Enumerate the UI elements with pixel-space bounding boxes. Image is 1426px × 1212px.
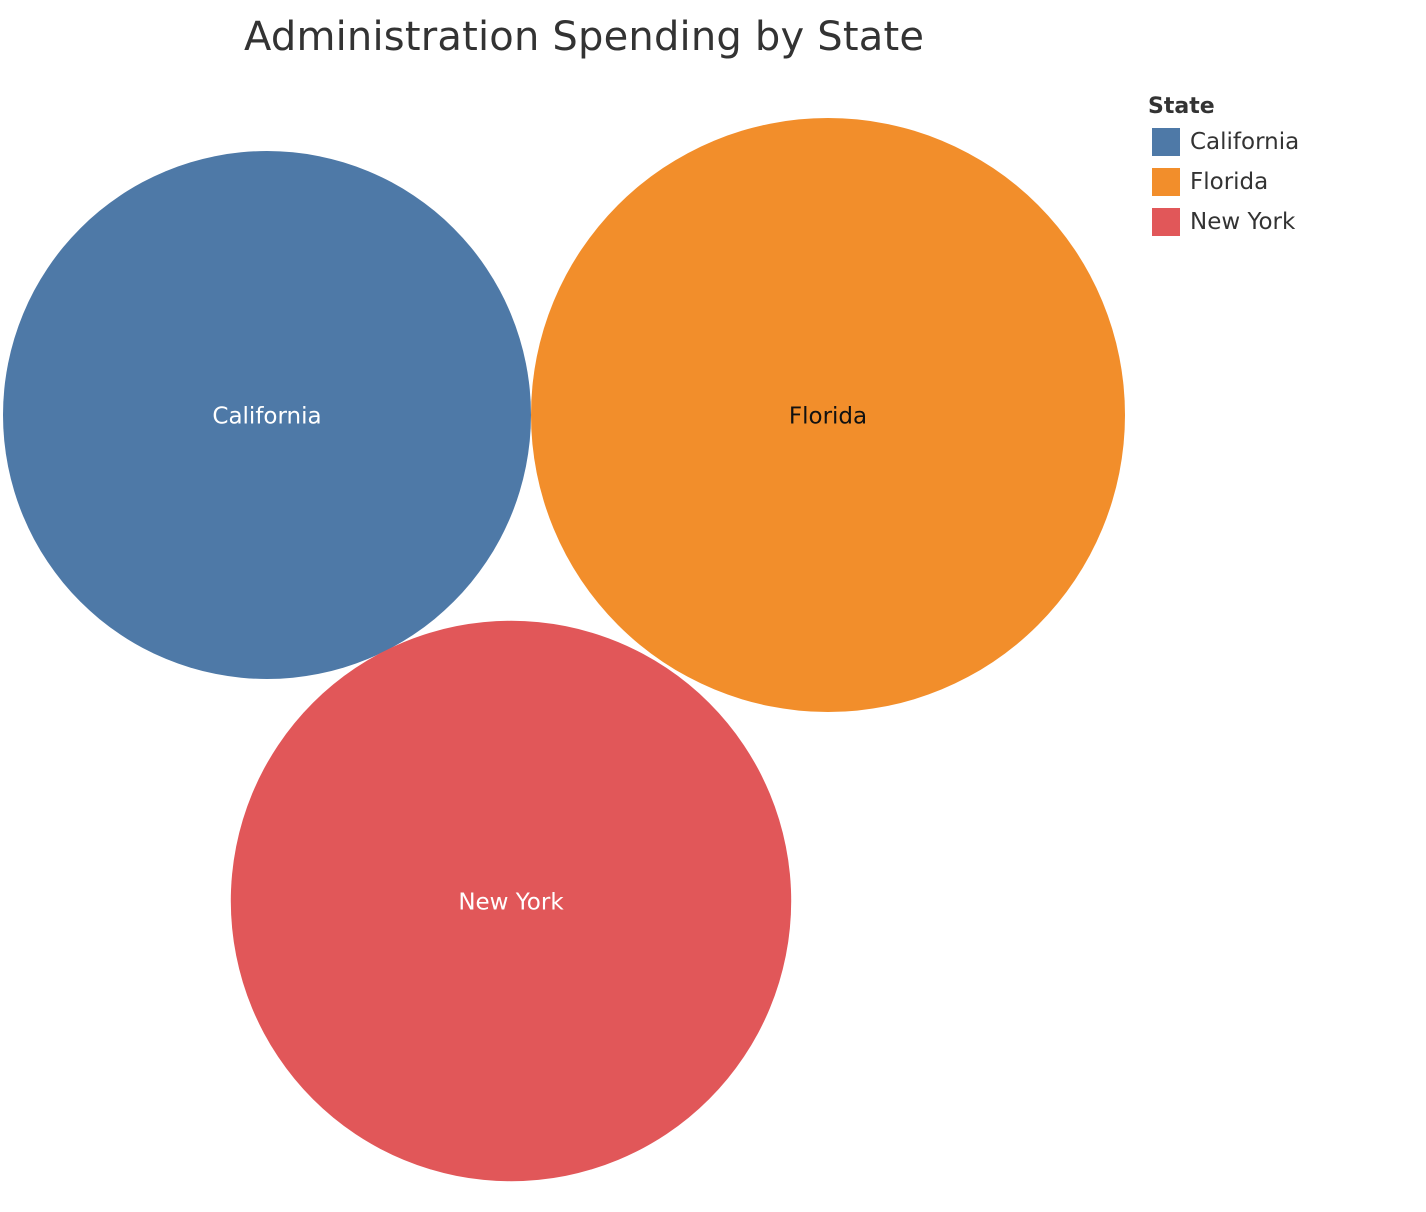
legend-label-florida: Florida [1190, 169, 1269, 195]
chart-title: Administration Spending by State [244, 14, 925, 60]
legend-label-new-york: New York [1190, 209, 1296, 235]
legend: State California Florida New York [1148, 92, 1408, 242]
bubble-new-york[interactable] [230, 620, 792, 1182]
bubble-label-california: California [212, 404, 321, 430]
bubble-label-new-york: New York [458, 890, 564, 916]
bubble-california[interactable] [3, 151, 531, 679]
legend-title: State [1148, 94, 1215, 119]
legend-item-florida[interactable]: Florida [1148, 162, 1408, 202]
legend-item-california[interactable]: California [1148, 122, 1408, 162]
legend-label-california: California [1190, 129, 1300, 155]
legend-swatch-california [1152, 128, 1180, 156]
legend-item-new-york[interactable]: New York [1148, 202, 1408, 242]
legend-swatch-florida [1152, 168, 1180, 196]
bubble-label-florida: Florida [789, 404, 867, 430]
legend-swatch-new-york [1152, 208, 1180, 236]
bubble-florida[interactable] [531, 118, 1125, 712]
